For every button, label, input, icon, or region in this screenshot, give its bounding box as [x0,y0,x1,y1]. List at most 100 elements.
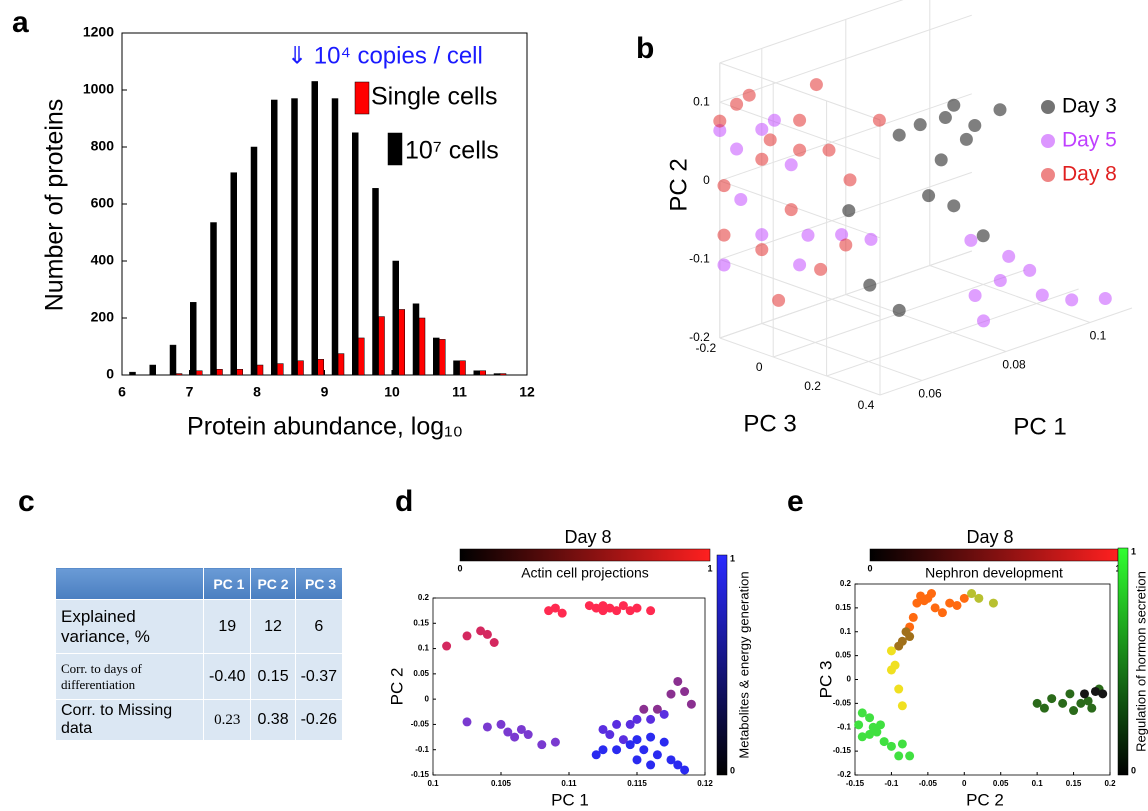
colorbar [869,548,1119,562]
legend-label: Day 8 [1062,163,1117,186]
y-tick-label: -0.1 [415,745,429,754]
table-row: Corr. to days of differentiation -0.40 0… [55,653,344,700]
header-cell: PC 3 [294,567,344,600]
y-tick-label: -0.05 [833,698,852,707]
point [1032,698,1042,708]
point [1090,686,1100,696]
point [598,745,608,755]
table-header: PC 1 PC 2 PC 3 [55,567,344,600]
point [618,601,628,611]
point [872,727,882,737]
point [717,228,731,242]
point [1023,263,1037,277]
point [842,204,856,218]
y-axis-label: PC 2 [387,668,406,706]
point [974,593,984,603]
bar [433,337,440,376]
colorbar-tick-label: 1 [730,553,735,563]
y-tick-label: -0.1 [837,722,851,731]
point [523,730,533,740]
point [646,606,656,616]
y-tick-label: 0 [425,694,430,703]
point [496,719,506,729]
point [1047,694,1057,704]
point [864,232,878,246]
bar [392,260,399,376]
cell: -0.26 [294,699,344,741]
point [646,732,656,742]
y-tick-label: 0 [106,366,114,382]
z-tick-label: -0.2 [695,341,716,355]
bar [378,316,385,376]
header-cell: PC 2 [250,567,296,600]
colorbar-label: Actin cell projections [521,565,649,581]
point [968,118,982,132]
point [1039,703,1049,713]
row-label: Corr. to days of differentiation [55,653,204,700]
point [503,727,513,737]
bar [196,370,203,376]
point [632,603,642,613]
panel-label: d [395,485,413,518]
grid-line [719,0,904,64]
x-tick-label: 10 [384,384,400,400]
point [442,641,452,651]
x-tick-label: 0.2 [1104,779,1116,788]
legend-marker [1041,168,1055,182]
point [646,714,656,724]
bar [412,303,420,376]
point [544,606,554,616]
point [584,601,594,611]
bar [210,222,217,376]
bar [337,353,345,376]
point [839,238,853,252]
point [793,113,807,127]
y-tick-label: 200 [91,309,115,325]
x-axis-label: PC 1 [1013,413,1066,440]
y-tick-label: 0.15 [413,618,429,627]
grid-line [826,288,1079,377]
point [767,113,781,127]
point [947,98,961,112]
bar [129,371,136,376]
grid-line [845,294,1007,352]
bar [453,360,460,376]
point [1080,689,1089,699]
point [1098,689,1108,699]
point [755,228,769,242]
point [680,687,690,697]
point [947,199,961,213]
point [666,689,676,699]
bar [291,98,298,376]
y-tick-label: -0.1 [689,252,710,266]
point [673,760,683,770]
legend-marker [1041,100,1055,114]
point [784,158,798,172]
y-tick-label: 400 [91,252,115,268]
z-tick-label: 0.4 [858,398,875,412]
bar [250,146,258,376]
x-tick-label: 6 [118,384,126,400]
point [801,228,815,242]
y-tick-label: 1000 [83,81,114,97]
x-tick-label: 0.1 [1090,329,1107,343]
row-label: Explained variance, % [55,599,204,654]
point [598,601,608,611]
point [713,114,727,128]
x-tick-label: -0.1 [885,779,899,788]
legend-label: Day 5 [1062,129,1117,152]
header-cell: PC 1 [202,567,252,600]
point [730,142,744,156]
point [967,589,977,599]
point [598,724,608,734]
grid-line [719,180,881,239]
grid-line [929,265,1091,323]
point [843,173,857,187]
colorbar-label: Regulation of hormon secretion [1133,571,1148,752]
y-tick-label: 0.2 [418,593,430,602]
point [809,78,823,92]
point [632,714,642,724]
panel-label: e [787,485,804,518]
point [742,88,756,102]
